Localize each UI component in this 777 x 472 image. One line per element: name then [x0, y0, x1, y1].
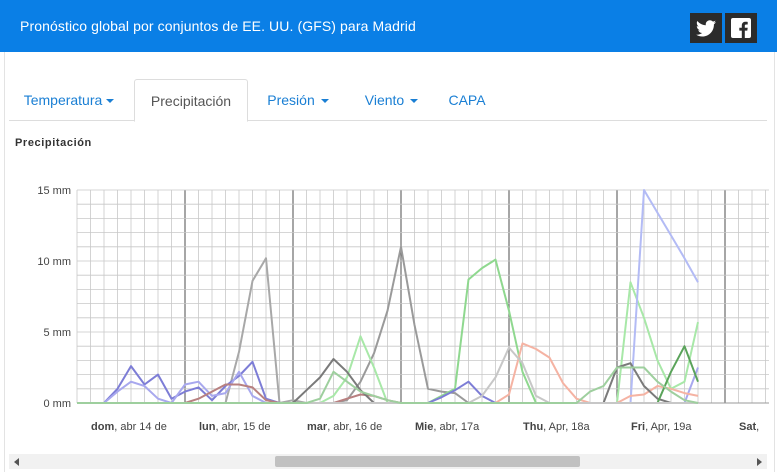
- tab-precipitacion[interactable]: Precipitación: [134, 79, 248, 122]
- facebook-share-button[interactable]: [725, 13, 757, 43]
- tab-presion[interactable]: Presión: [254, 79, 342, 121]
- x-tick-label: lun, abr, 15 de: [199, 421, 271, 433]
- y-tick-label: 0 mm: [44, 398, 72, 410]
- chevron-down-icon: [410, 99, 418, 103]
- scrollbar-thumb[interactable]: [275, 456, 580, 467]
- tab-bar: Temperatura Precipitación Presión Viento…: [9, 79, 767, 121]
- scroll-right-button[interactable]: [752, 454, 767, 469]
- tab-label: CAPA: [448, 92, 485, 108]
- x-tick-label: Sat,: [739, 421, 759, 433]
- tab-label: Precipitación: [151, 93, 231, 109]
- tab-viento[interactable]: Viento: [349, 79, 434, 121]
- precipitation-chart: 0 mm 5 mm 10 mm 15 mm dom, abr 14 de lun, abr…: [0, 150, 777, 450]
- chart-scrollbar[interactable]: [9, 454, 767, 469]
- tab-capa[interactable]: CAPA: [439, 79, 495, 121]
- tab-temperatura[interactable]: Temperatura: [9, 79, 129, 121]
- tab-label: Temperatura: [24, 92, 103, 108]
- x-tick-label: mar, abr, 16 de: [307, 421, 382, 433]
- tab-label: Viento: [365, 92, 404, 108]
- y-tick-label: 5 mm: [44, 327, 72, 339]
- scroll-left-button[interactable]: [9, 454, 24, 469]
- page-header: Pronóstico global por conjuntos de EE. U…: [0, 0, 777, 52]
- y-tick-label: 15 mm: [37, 185, 71, 197]
- y-tick-label: 10 mm: [37, 256, 71, 268]
- chevron-down-icon: [321, 99, 329, 103]
- x-tick-label: Thu, Apr, 18a: [523, 421, 591, 433]
- page-title: Pronóstico global por conjuntos de EE. U…: [20, 18, 416, 34]
- chart-title: Precipitación: [15, 137, 92, 149]
- x-tick-label: dom, abr 14 de: [91, 421, 167, 433]
- tab-label: Presión: [267, 92, 314, 108]
- x-tick-label: Mie, abr, 17a: [415, 421, 480, 433]
- twitter-icon: [696, 20, 716, 37]
- arrow-left-icon: [14, 458, 19, 466]
- chevron-down-icon: [106, 99, 114, 103]
- twitter-share-button[interactable]: [690, 13, 722, 43]
- x-tick-label: Fri, Apr, 19a: [631, 421, 692, 433]
- arrow-right-icon: [757, 458, 762, 466]
- chart-grid: [77, 190, 769, 403]
- facebook-icon: [731, 18, 751, 38]
